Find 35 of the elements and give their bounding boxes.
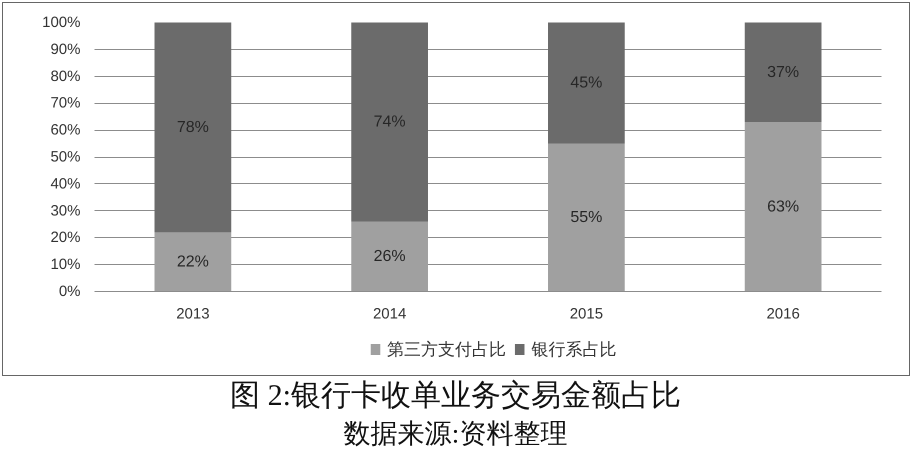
data-label: 26% <box>374 248 406 266</box>
legend-label: 第三方支付占比 <box>387 340 506 359</box>
data-label: 55% <box>570 209 602 226</box>
bar <box>154 22 232 232</box>
x-tick-label: 2014 <box>372 306 406 322</box>
x-tick-label: 2015 <box>570 306 604 322</box>
data-label: 78% <box>176 118 209 136</box>
y-tick-label: 40% <box>50 175 81 192</box>
bar <box>351 222 428 292</box>
y-tick-label: 80% <box>50 68 81 85</box>
y-tick-label: 60% <box>50 122 81 139</box>
y-tick-label: 50% <box>50 148 81 166</box>
bar <box>154 232 232 292</box>
data-label: 63% <box>767 198 800 216</box>
bar <box>351 22 428 222</box>
x-tick-label: 2016 <box>766 306 800 322</box>
y-tick-label: 10% <box>50 256 81 274</box>
y-tick-label: 30% <box>50 202 81 220</box>
data-label: 22% <box>176 253 209 270</box>
data-label: 45% <box>570 74 602 92</box>
data-label: 37% <box>767 64 800 81</box>
y-tick-label: 90% <box>50 40 81 58</box>
y-tick-label: 20% <box>50 229 81 246</box>
y-tick-label: 100% <box>42 14 81 31</box>
bar <box>548 144 625 292</box>
bar <box>744 122 822 292</box>
bar <box>744 22 822 122</box>
text: 图 2:银行卡收单业务交易金额占比 <box>230 379 681 412</box>
y-tick-label: 0% <box>58 283 81 300</box>
legend-label: 银行系占比 <box>530 340 616 359</box>
data-label: 74% <box>374 114 406 131</box>
x-tick-label: 2013 <box>176 306 210 322</box>
bar <box>548 22 625 144</box>
source-note: 数据来源:资料整理 <box>344 418 568 448</box>
y-tick-label: 70% <box>50 94 81 112</box>
